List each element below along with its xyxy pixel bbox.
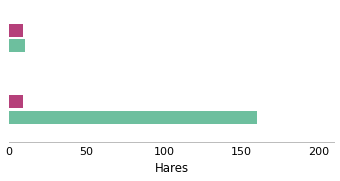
Bar — [9, 96, 23, 108]
Bar — [9, 111, 257, 124]
Bar — [9, 39, 24, 52]
X-axis label: Hares: Hares — [155, 162, 189, 175]
Bar — [9, 24, 23, 37]
